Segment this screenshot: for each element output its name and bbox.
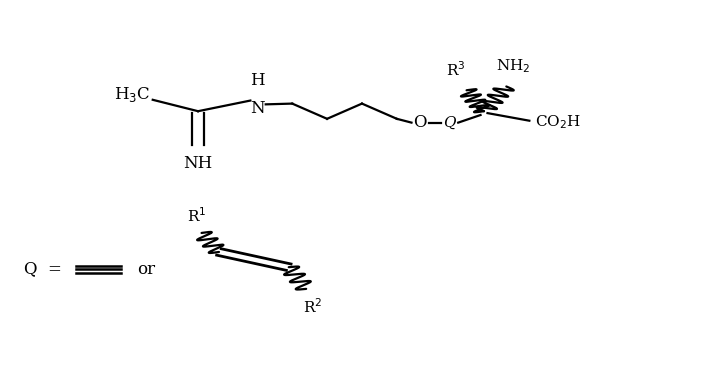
Text: Q  =: Q =: [24, 261, 62, 278]
Text: or: or: [136, 261, 155, 278]
Text: Q: Q: [443, 116, 456, 130]
Text: R$^1$: R$^1$: [187, 207, 207, 225]
Text: R$^3$: R$^3$: [446, 60, 466, 79]
Text: O: O: [413, 114, 427, 131]
Text: NH$_2$: NH$_2$: [496, 58, 531, 75]
Text: NH: NH: [183, 155, 213, 172]
Text: N: N: [250, 100, 264, 117]
Text: CO$_2$H: CO$_2$H: [535, 114, 581, 132]
Text: H: H: [250, 72, 264, 89]
Text: R$^2$: R$^2$: [304, 298, 323, 316]
Text: H$_3$C: H$_3$C: [114, 85, 150, 103]
